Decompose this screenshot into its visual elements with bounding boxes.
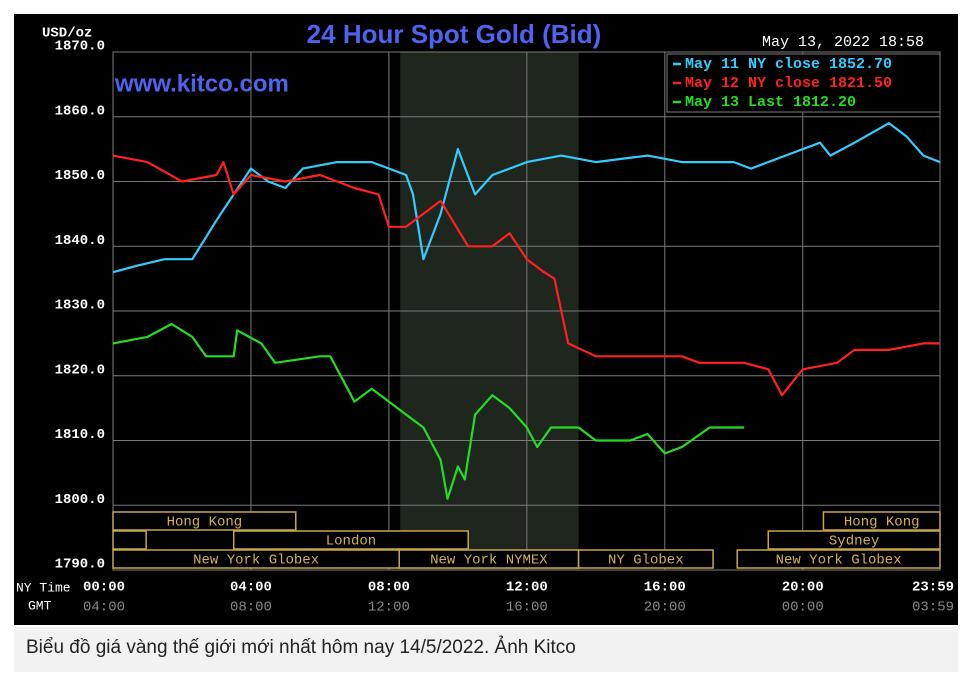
y-tick-label: 1870.0 [55,39,105,55]
legend-box [666,53,941,113]
session-box [112,511,297,531]
session-label: New York NYMEX [430,553,548,569]
session-label: New York Globex [193,553,319,569]
y-tick-label: 1810.0 [55,427,105,443]
chart: USD/oz 24 Hour Spot Gold (Bid) May 13, 2… [14,14,958,625]
session-box [577,549,714,569]
session-box [736,549,941,569]
x-axis-label: NY Time [16,580,71,595]
y-tick-label: 1800.0 [55,492,105,508]
x-tick-label: 20:00 [782,580,824,596]
gmt-tick-label: 03:59 [912,600,954,616]
session-label: Hong Kong [167,515,243,531]
caption: Biểu đồ giá vàng thế giới mới nhất hôm n… [14,627,958,672]
y-tick-label: 1850.0 [55,168,105,184]
gmt-tick-label: 04:00 [83,600,125,616]
timestamp: May 13, 2022 18:58 [762,34,924,51]
x2-axis-label: GMT [28,598,52,613]
plot-frame [112,51,941,571]
legend-label: May 11 NY close 1852.70 [685,56,892,73]
session-label: New York Globex [776,553,902,569]
session-label: NY Globex [608,553,684,569]
unit-label: USD/oz [42,26,92,42]
session-label: London [326,534,376,550]
legend-label: May 12 NY close 1821.50 [685,75,892,92]
y-tick-label: 1790.0 [55,557,105,573]
x-tick-label: 08:00 [368,580,410,596]
session-box [232,530,469,550]
session-box [112,530,147,550]
session-box [822,511,941,531]
session-box [767,530,941,550]
series-line [112,322,745,500]
series-line [112,122,941,274]
x-tick-label: 00:00 [83,580,125,596]
y-tick-label: 1830.0 [55,298,105,314]
x-tick-label: 12:00 [506,580,548,596]
x-tick-label: 16:00 [644,580,686,596]
watermark: www.kitco.com [114,70,289,97]
x-tick-label: 23:59 [912,580,954,596]
gmt-tick-label: 08:00 [230,600,272,616]
y-tick-label: 1820.0 [55,362,105,378]
gmt-tick-label: 00:00 [782,600,824,616]
x-tick-label: 04:00 [230,580,272,596]
y-tick-label: 1860.0 [55,103,105,119]
session-label: Sydney [829,534,879,550]
series-line [112,154,940,397]
chart-title: 24 Hour Spot Gold (Bid) [307,19,602,49]
legend-label: May 13 Last 1812.20 [685,94,856,111]
gmt-tick-label: 20:00 [644,600,686,616]
session-label: Hong Kong [844,515,920,531]
gmt-tick-label: 16:00 [506,600,548,616]
y-tick-label: 1840.0 [55,233,105,249]
gmt-tick-label: 12:00 [368,600,410,616]
